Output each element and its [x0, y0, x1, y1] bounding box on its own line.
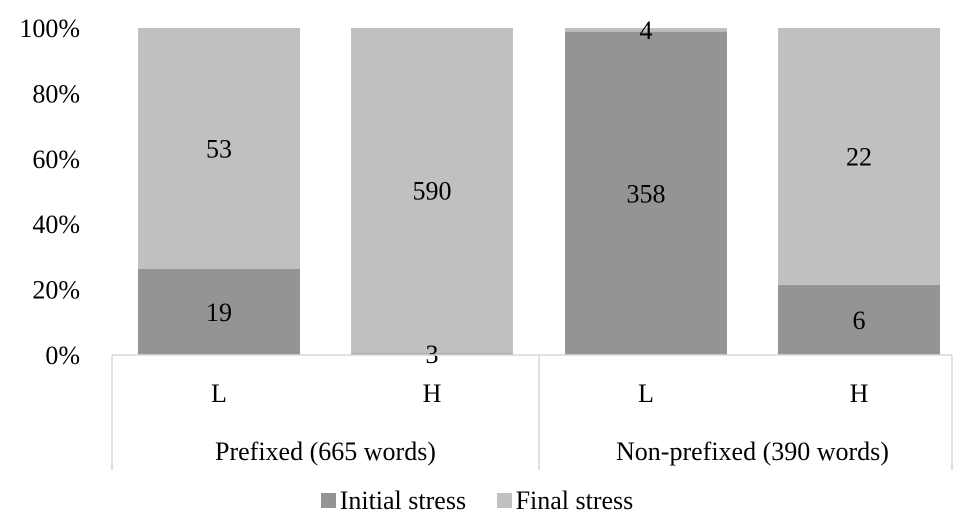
bar-final-stress	[565, 28, 727, 32]
bar-initial-stress	[138, 268, 300, 355]
y-tick-label: 20%	[32, 276, 80, 305]
bar-initial-stress	[565, 31, 727, 356]
x-category-label: H	[423, 379, 442, 408]
x-axis	[111, 354, 953, 470]
y-tick-label: 100%	[19, 14, 80, 43]
bar-final-stress	[778, 28, 940, 285]
x-group-label: Non-prefixed (390 words)	[616, 437, 889, 466]
x-category-label: H	[850, 379, 869, 408]
data-label-initial-stress: 358	[627, 179, 666, 208]
bar-final-stress	[138, 28, 300, 269]
data-label-final-stress: 4	[640, 16, 653, 45]
y-tick-label: 60%	[32, 145, 80, 174]
data-label-initial-stress: 6	[853, 306, 866, 335]
y-tick-label: 80%	[32, 79, 80, 108]
category-labels: L H L H Prefixed (665 words) Non-prefixed (39…	[211, 379, 889, 466]
legend-label-final-stress: Final stress	[515, 486, 634, 515]
x-group-label: Prefixed (665 words)	[215, 437, 436, 466]
data-label-final-stress: 53	[206, 134, 232, 163]
legend-item-initial-stress: Initial stress	[320, 485, 467, 517]
bar-final-stress	[351, 28, 513, 354]
x-category-label: L	[211, 379, 227, 408]
legend-swatch-final-stress	[496, 493, 512, 508]
y-axis-tick-labels: 0% 20% 40% 60% 80% 100%	[19, 14, 80, 370]
x-category-label: L	[638, 379, 654, 408]
legend-swatch-initial-stress	[320, 493, 336, 508]
bar-initial-stress	[778, 284, 940, 355]
bar-initial-stress	[351, 353, 513, 355]
bars	[138, 28, 940, 356]
y-tick-label: 40%	[32, 210, 80, 239]
data-label-initial-stress: 19	[206, 298, 232, 327]
data-label-final-stress: 590	[413, 177, 452, 206]
data-label-final-stress: 22	[846, 142, 872, 171]
legend-label-initial-stress: Initial stress	[339, 486, 467, 515]
legend-item-final-stress: Final stress	[496, 485, 634, 517]
y-tick-label: 0%	[45, 341, 80, 370]
legend: Initial stress Final stress	[0, 485, 954, 517]
